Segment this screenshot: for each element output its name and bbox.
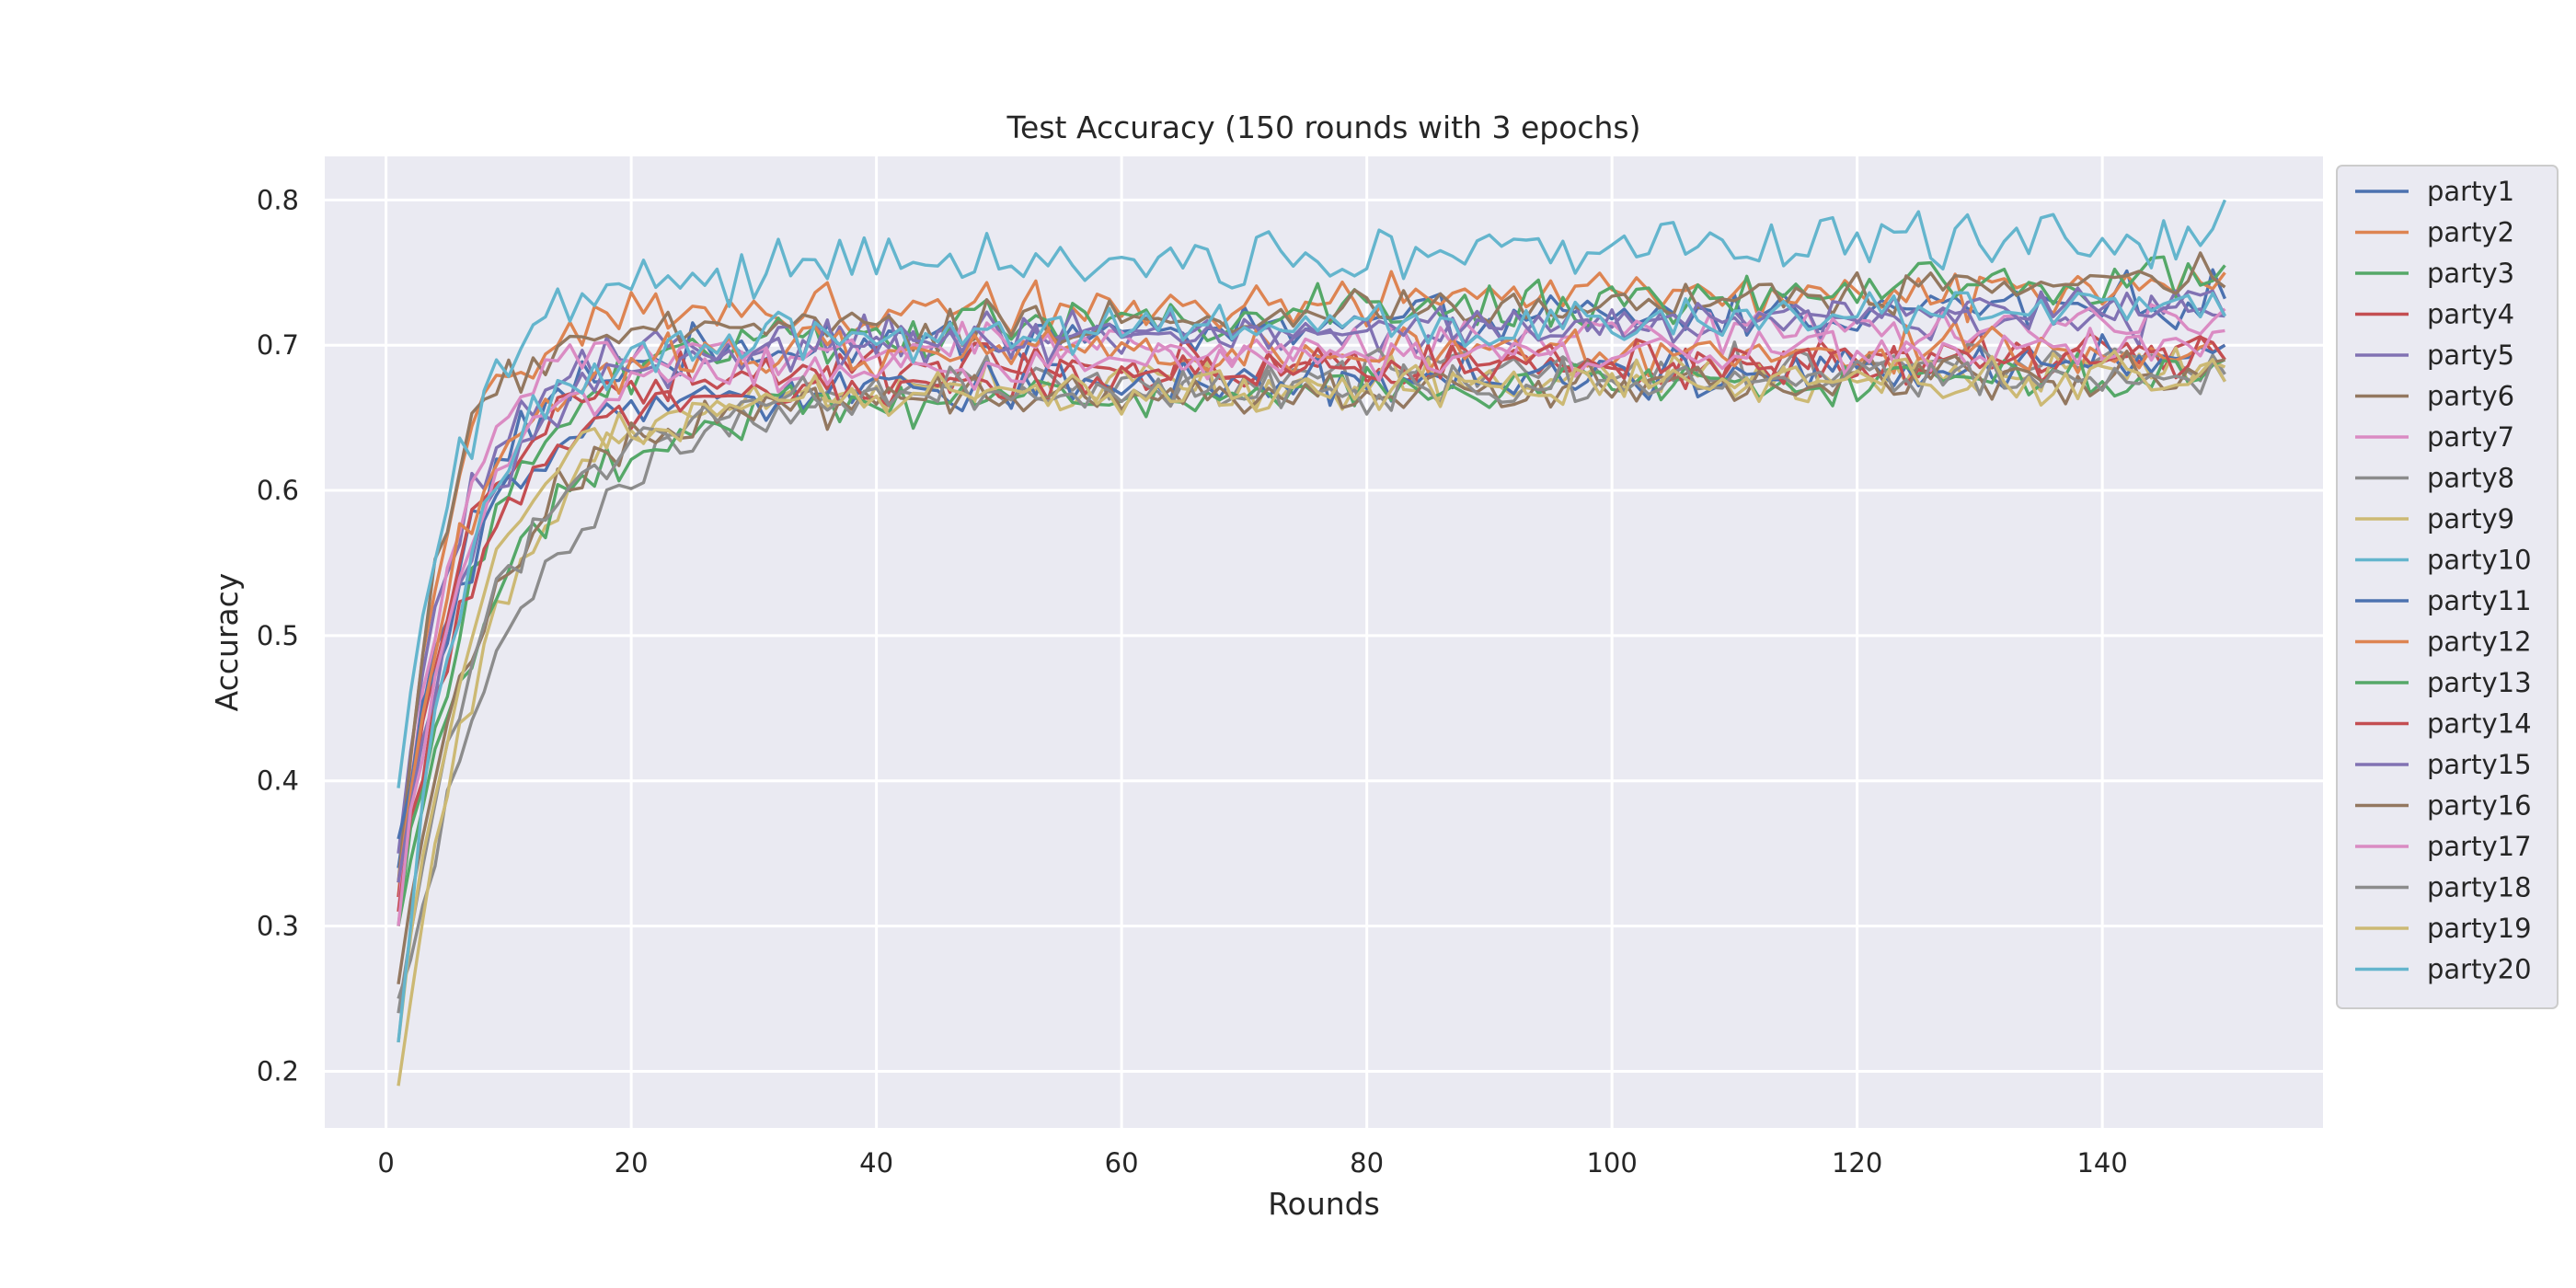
series-line-party6 <box>397 251 2226 883</box>
series-line-party5 <box>397 289 2225 854</box>
y-tick-label: 0.5 <box>257 620 299 651</box>
legend-label: party2 <box>2427 217 2514 248</box>
legend-label: party3 <box>2427 258 2514 289</box>
y-tick-label: 0.3 <box>257 911 299 942</box>
legend-label: party9 <box>2427 503 2514 535</box>
y-tick-label: 0.2 <box>257 1055 299 1087</box>
x-tick-label: 80 <box>1350 1147 1384 1179</box>
x-tick-label: 40 <box>859 1147 893 1179</box>
legend-label: party13 <box>2427 667 2532 698</box>
legend-label: party12 <box>2427 627 2532 658</box>
series-line-party20 <box>397 291 2226 1043</box>
y-axis-title: Accuracy <box>209 573 245 712</box>
legend-label: party16 <box>2427 790 2532 822</box>
legend-label: party20 <box>2427 954 2532 985</box>
legend-label: party4 <box>2427 299 2514 330</box>
tick-labels: 0 20 40 60 80 100 120 140 0.2 0.3 0.4 0.5 0.6 0.7 0.8 <box>257 184 2128 1179</box>
legend-label: party14 <box>2427 708 2532 740</box>
series-line-party19 <box>397 350 2226 1043</box>
legend-label: party6 <box>2427 381 2514 412</box>
legend-label: party5 <box>2427 339 2514 371</box>
x-tick-label: 20 <box>615 1147 649 1179</box>
y-tick-label: 0.7 <box>257 329 299 361</box>
x-axis-title: Rounds <box>1268 1186 1380 1222</box>
legend-label: party19 <box>2427 913 2532 944</box>
series-line-party10 <box>397 199 2226 788</box>
y-tick-label: 0.6 <box>257 475 299 506</box>
legend-box <box>2336 165 2559 1009</box>
x-tick-label: 0 <box>377 1147 394 1179</box>
legend-label: party11 <box>2427 585 2532 616</box>
series-lines <box>397 199 2226 1087</box>
legend-label: party15 <box>2427 749 2532 780</box>
x-tick-label: 60 <box>1105 1147 1139 1179</box>
legend-label: party1 <box>2427 176 2514 207</box>
x-tick-label: 100 <box>1586 1147 1637 1179</box>
chart-title: Test Accuracy (150 rounds with 3 epochs) <box>1006 109 1640 145</box>
series-line-party8 <box>397 340 2226 1000</box>
legend-label: party8 <box>2427 463 2514 494</box>
y-tick-label: 0.4 <box>257 765 299 797</box>
legend-label: party17 <box>2427 831 2532 862</box>
y-tick-label: 0.8 <box>257 184 299 215</box>
legend-label: party10 <box>2427 545 2532 576</box>
x-tick-label: 140 <box>2076 1147 2127 1179</box>
legend: party1 party2 party3 party4 party5 party6 part… <box>2336 165 2559 1009</box>
x-tick-label: 120 <box>1832 1147 1882 1179</box>
series-line-party17 <box>397 327 2225 926</box>
legend-label: party18 <box>2427 872 2532 903</box>
legend-label: party7 <box>2427 421 2514 453</box>
